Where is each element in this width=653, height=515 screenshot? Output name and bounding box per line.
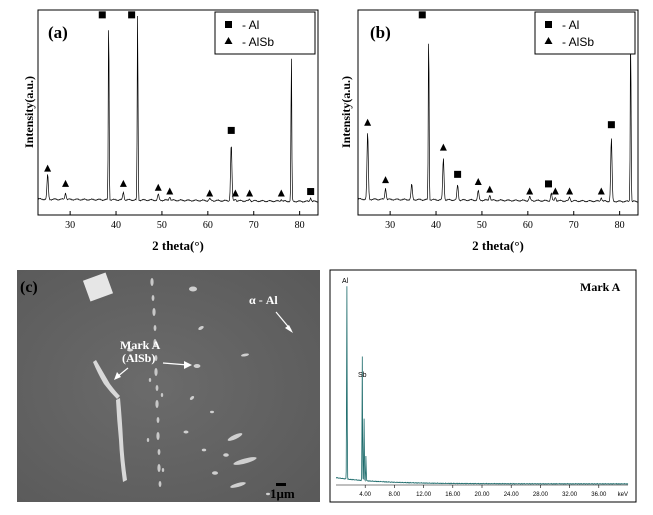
arrowhead-icon: [285, 325, 293, 333]
x-tick-label: 60: [523, 220, 533, 231]
panel-b-legend-box: [534, 11, 636, 55]
panel-b-y-axis-label: Intensity(a.u.): [339, 76, 353, 148]
eds-x-tick-label: 16.00: [445, 492, 461, 498]
panel-c-label: (c): [20, 279, 38, 296]
sem-bright-particle: [82, 272, 114, 302]
legend-al-square-icon: [545, 21, 552, 28]
legend-alsb-label: - AlSb: [242, 35, 274, 49]
alsb-triangle-marker: [44, 164, 52, 172]
x-tick-label: 30: [385, 220, 395, 231]
xrd-panel-b: 30 40 50 60 70 80 (b) - Al - AlSb Intensity(a…: [339, 9, 639, 253]
panel-a-y-axis-label: Intensity(a.u.): [22, 76, 36, 148]
alsb-triangle-marker: [551, 187, 559, 195]
eds-title: Mark A: [580, 280, 621, 294]
eds-unit-label: keV: [618, 492, 628, 498]
sem-mark-a-label: Mark A: [120, 338, 161, 352]
x-tick-label: 70: [249, 220, 259, 231]
legend-alsb-label: - AlSb: [562, 35, 594, 49]
alsb-triangle-marker: [597, 187, 605, 195]
eds-x-ticks: 4.00 8.00 12.00 16.00 20.00 24.00 28.00 32.00 36…: [336, 484, 628, 498]
al-square-marker: [227, 126, 235, 134]
arrowhead-icon: [114, 372, 121, 380]
alsb-triangle-marker: [486, 185, 494, 193]
alsb-triangle-marker: [231, 189, 239, 197]
sem-alpha-al-label: α - Al: [249, 293, 278, 307]
sem-mark-a-sublabel: (AlSb): [122, 351, 155, 365]
eds-x-tick-label: 32.00: [562, 492, 578, 498]
eds-x-tick-label: 8.00: [389, 492, 401, 498]
sem-scale-label: 1μm: [270, 486, 295, 501]
eds-frame: [329, 269, 637, 503]
panel-a-legend-box: [214, 11, 316, 55]
sem-micrograph: (c) α - Al Mark A (AlSb) 1μm: [17, 270, 320, 502]
panel-b-label: (b): [370, 23, 391, 42]
panel-a-x-axis-label: 2 theta(°): [152, 238, 204, 253]
alsb-triangle-marker: [526, 187, 534, 195]
x-tick-label: 30: [65, 220, 75, 231]
eds-peak-sb-label: Sb: [358, 372, 367, 379]
panel-a-phase-markers: [44, 11, 315, 197]
sem-background: [17, 270, 320, 502]
al-square-marker: [128, 11, 136, 19]
alsb-triangle-marker: [364, 118, 372, 126]
panel-a-pattern-line: [38, 15, 318, 203]
x-tick-label: 60: [203, 220, 213, 231]
eds-x-tick-label: 12.00: [416, 492, 432, 498]
alsb-triangle-marker: [382, 176, 390, 184]
eds-x-tick-label: 20.00: [474, 492, 490, 498]
alsb-triangle-marker: [154, 183, 162, 191]
alsb-triangle-marker: [277, 189, 285, 197]
panel-b-pattern-line: [358, 39, 638, 203]
x-tick-label: 70: [569, 220, 579, 231]
sem-scale-bar: [276, 483, 286, 486]
sem-mark-a-arrow-right: [162, 362, 189, 366]
eds-spectrum-panel: 4.00 8.00 12.00 16.00 20.00 24.00 28.00 32.00 36…: [329, 269, 637, 503]
x-tick-label: 80: [295, 220, 305, 231]
legend-al-label: - Al: [562, 18, 579, 32]
eds-x-tick-label: 24.00: [504, 492, 520, 498]
al-square-marker: [607, 121, 615, 129]
legend-alsb-triangle-icon: [224, 37, 233, 44]
x-tick-label: 50: [157, 220, 167, 231]
x-tick-label: 40: [431, 220, 441, 231]
legend-al-label: - Al: [242, 18, 259, 32]
panel-b-legend: - Al - AlSb: [534, 11, 636, 55]
eds-x-tick-label: 36.00: [591, 492, 607, 498]
eds-x-tick-label: 28.00: [533, 492, 549, 498]
panel-b-x-ticks: 30 40 50 60 70 80: [385, 211, 625, 231]
x-tick-label: 80: [615, 220, 625, 231]
panel-a-x-ticks: 30 40 50 60 70 80: [65, 211, 305, 231]
alsb-triangle-marker: [166, 187, 174, 195]
eds-peak-al-label: Al: [342, 278, 349, 285]
eds-x-tick-label: 4.00: [359, 492, 371, 498]
x-tick-label: 40: [111, 220, 121, 231]
eds-spectrum-line: [336, 286, 629, 485]
alsb-triangle-marker: [439, 143, 447, 151]
sem-precipitate-streak: [146, 278, 165, 487]
legend-alsb-triangle-icon: [544, 37, 553, 44]
alsb-triangle-marker: [566, 187, 574, 195]
al-square-marker: [544, 180, 552, 188]
alsb-triangle-marker: [474, 177, 482, 185]
alsb-triangle-marker: [119, 179, 127, 187]
legend-al-square-icon: [225, 21, 232, 28]
al-square-marker: [418, 11, 426, 19]
xrd-panel-a: 30 40 50 60 70 80 (a) - Al - AlSb Intensity(a…: [22, 9, 319, 253]
alsb-triangle-marker: [206, 189, 214, 197]
al-square-marker: [307, 188, 315, 196]
sem-scattered-particles: [183, 286, 270, 496]
sem-elongated-particles: [93, 348, 133, 482]
arrowhead-icon: [184, 361, 192, 369]
panel-a-label: (a): [48, 23, 68, 42]
al-square-marker: [454, 170, 462, 178]
al-square-marker: [98, 11, 106, 19]
x-tick-label: 50: [477, 220, 487, 231]
panel-b-x-axis-label: 2 theta(°): [472, 238, 524, 253]
alsb-triangle-marker: [246, 189, 254, 197]
alsb-triangle-marker: [62, 179, 70, 187]
panel-a-legend: - Al - AlSb: [214, 11, 316, 55]
